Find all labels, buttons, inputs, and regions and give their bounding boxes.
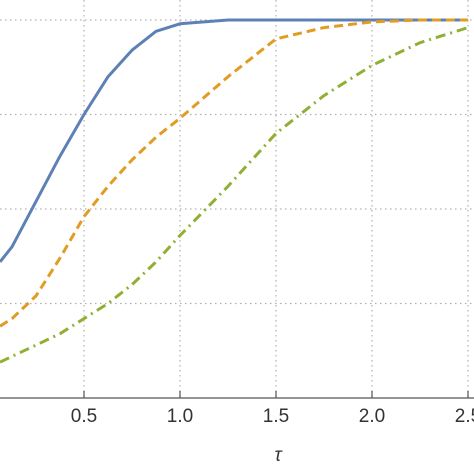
grid: [0, 0, 474, 398]
x-tick-label: 2.0: [359, 406, 385, 427]
series-line: [0, 18, 468, 263]
series-line: [0, 26, 469, 364]
x-tick-label: 0.5: [71, 406, 97, 427]
x-tick-label: 2.5: [455, 406, 474, 427]
plot-area: [0, 18, 469, 364]
x-tick-label: 1.5: [263, 406, 289, 427]
x-tick-label: 1.0: [167, 406, 193, 427]
x-axis-label: τ: [274, 445, 283, 466]
series-line: [0, 18, 468, 328]
